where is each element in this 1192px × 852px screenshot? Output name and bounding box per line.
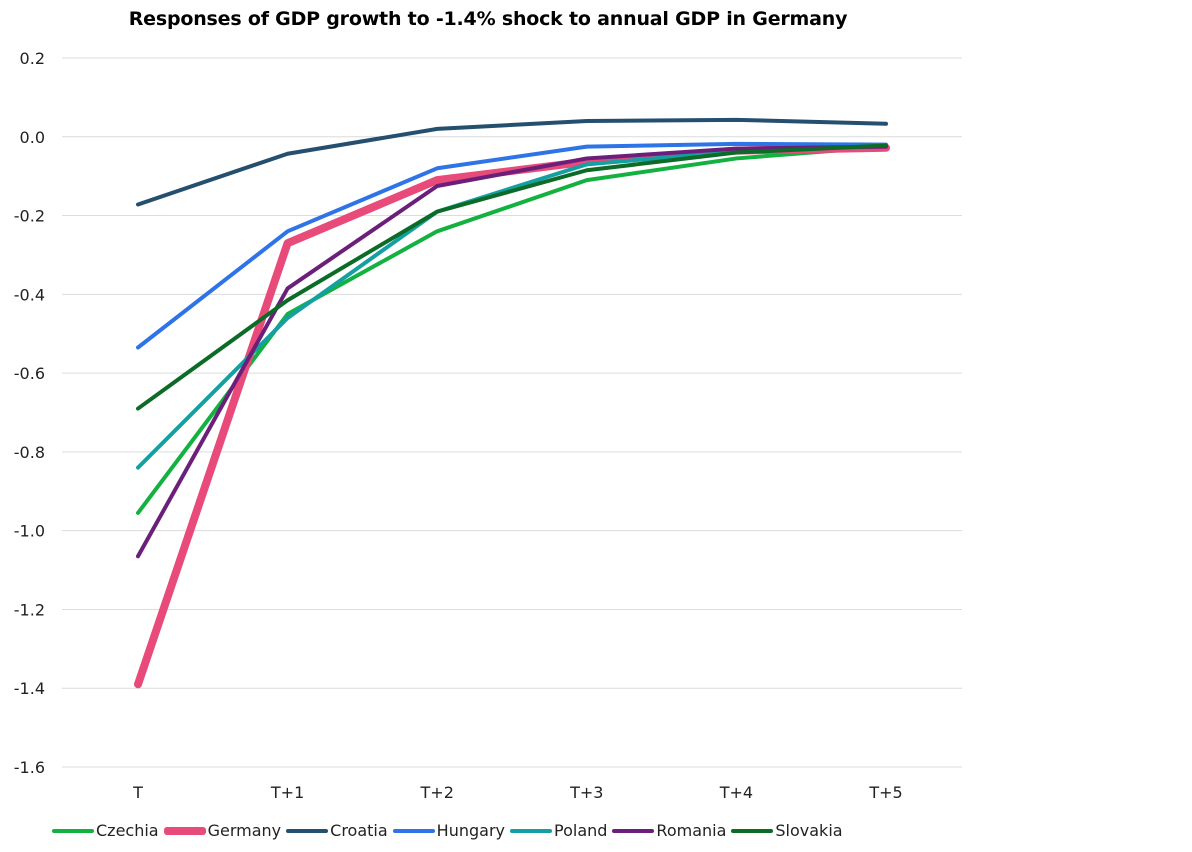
x-axis-ticks: T T+1 T+2 T+3 T+4 T+5: [132, 783, 903, 802]
legend-label: Hungary: [436, 821, 505, 840]
y-tick-label: 0.0: [20, 128, 45, 147]
series-line-slovakia: [136, 143, 888, 411]
x-tick-label: T: [132, 783, 143, 802]
series-line-romania: [136, 144, 888, 559]
legend-swatch: [286, 828, 329, 833]
legend: Czechia Germany Croatia Hungary Poland Romani…: [52, 821, 848, 840]
series-line-hungary: [136, 141, 888, 350]
y-tick-label: 0.2: [20, 49, 45, 68]
series-line-croatia: [136, 117, 888, 207]
legend-swatch: [510, 828, 552, 833]
x-tick-label: T+5: [868, 783, 902, 802]
y-tick-label: -0.4: [14, 285, 45, 304]
x-tick-label: T+1: [270, 783, 304, 802]
legend-swatch: [392, 828, 435, 833]
y-tick-label: -1.2: [14, 600, 45, 619]
y-tick-label: -0.2: [14, 207, 45, 226]
legend-item-croatia: Croatia: [286, 821, 388, 840]
y-tick-label: -1.4: [14, 679, 45, 698]
gridlines: [62, 57, 962, 768]
legend-swatch: [612, 828, 655, 833]
y-axis-ticks: 0.2 0.0 -0.2 -0.4 -0.6 -0.8 -1.0 -1.2 -1.4 -1.6: [14, 49, 45, 777]
legend-item-romania: Romania: [612, 821, 726, 840]
y-tick-label: -0.6: [14, 364, 45, 383]
legend-label: Poland: [554, 821, 608, 840]
legend-item-germany: Germany: [163, 821, 282, 840]
legend-label: Romania: [656, 821, 727, 840]
legend-item-hungary: Hungary: [392, 821, 505, 840]
y-tick-label: -1.6: [14, 758, 45, 777]
legend-label: Croatia: [330, 821, 388, 840]
legend-swatch: [731, 828, 774, 833]
chart-title: Responses of GDP growth to -1.4% shock t…: [128, 8, 848, 30]
legend-label: Slovakia: [775, 821, 843, 840]
y-tick-label: -1.0: [14, 522, 45, 541]
legend-swatch: [163, 826, 206, 835]
y-tick-label: -0.8: [14, 443, 45, 462]
legend-item-czechia: Czechia: [52, 821, 159, 840]
legend-label: Czechia: [96, 821, 159, 840]
series-line-poland: [136, 143, 888, 470]
legend-swatch: [52, 828, 94, 833]
x-tick-label: T+2: [420, 783, 454, 802]
series-line-germany: [134, 143, 890, 689]
legend-item-poland: Poland: [510, 821, 607, 840]
legend-item-slovakia: Slovakia: [731, 821, 843, 840]
legend-label: Germany: [207, 821, 282, 840]
x-tick-label: T+3: [569, 783, 603, 802]
series-lines: [134, 117, 890, 689]
x-tick-label: T+4: [719, 783, 753, 802]
series-line-czechia: [136, 144, 888, 515]
